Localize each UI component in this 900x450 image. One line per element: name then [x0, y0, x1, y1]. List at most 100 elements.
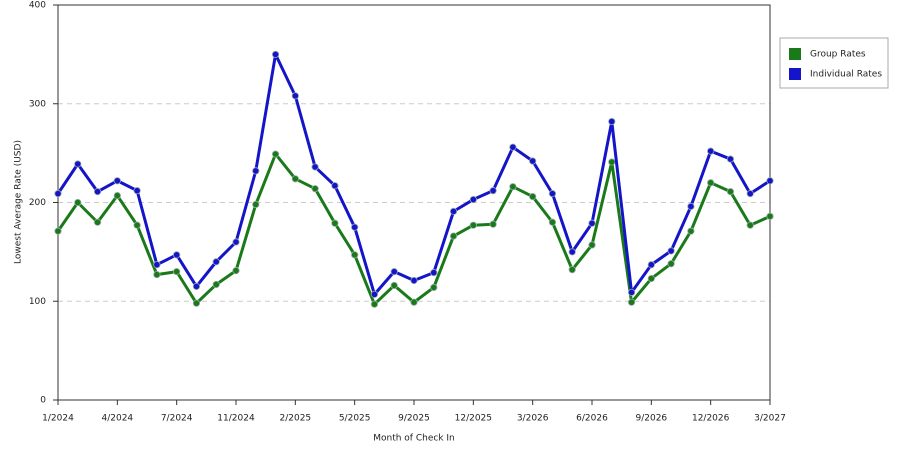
point	[548, 218, 557, 226]
point	[608, 117, 616, 126]
point	[489, 187, 497, 195]
point	[647, 261, 655, 269]
point	[54, 190, 62, 198]
point	[331, 182, 339, 190]
point	[509, 143, 517, 151]
point	[469, 195, 477, 204]
y-tick-label: 300	[29, 99, 46, 109]
point	[74, 198, 82, 207]
x-tick-label: 1/2024	[42, 414, 74, 424]
point	[627, 288, 636, 296]
point	[93, 218, 102, 226]
y-tick-label: 400	[29, 1, 46, 11]
point	[766, 177, 774, 185]
point	[430, 269, 438, 277]
point	[667, 260, 675, 268]
point	[54, 227, 62, 235]
point	[252, 200, 260, 209]
point	[173, 251, 181, 259]
point	[667, 247, 675, 255]
point	[351, 223, 359, 231]
y-tick-label: 100	[29, 297, 46, 307]
point	[726, 188, 735, 196]
point	[548, 190, 557, 198]
point	[133, 221, 141, 229]
y-tick-label: 200	[29, 198, 46, 208]
point	[153, 261, 161, 269]
point	[370, 300, 379, 308]
point	[192, 282, 201, 291]
point	[291, 92, 299, 100]
point	[509, 183, 517, 191]
legend-label: Group Rates	[810, 50, 866, 60]
legend-label: Individual Rates	[810, 70, 882, 80]
point	[370, 290, 379, 298]
point	[173, 268, 181, 276]
point	[746, 221, 754, 229]
point	[93, 188, 102, 196]
point	[271, 50, 280, 58]
x-tick-label: 9/2026	[635, 414, 667, 424]
point	[529, 157, 537, 165]
point	[766, 212, 774, 220]
point	[647, 274, 655, 283]
point	[232, 267, 240, 275]
x-tick-label: 5/2025	[339, 414, 371, 424]
point	[351, 251, 359, 259]
point	[449, 207, 458, 215]
legend-box	[779, 37, 889, 89]
point	[133, 187, 141, 195]
point	[489, 220, 497, 228]
point	[588, 219, 596, 227]
point	[390, 268, 398, 276]
point	[726, 155, 735, 163]
point	[331, 219, 339, 227]
x-axis-label: Month of Check In	[373, 434, 455, 444]
x-tick-label: 11/2024	[217, 414, 255, 424]
point	[608, 158, 616, 166]
series-line	[56, 52, 771, 296]
point	[588, 241, 596, 249]
point	[707, 179, 715, 187]
point	[232, 238, 240, 246]
point	[687, 202, 695, 211]
x-tick-label: 6/2026	[576, 414, 608, 424]
y-axis-label: Lowest Average Rate (USD)	[14, 140, 24, 264]
legend-swatch	[789, 48, 801, 60]
point	[113, 191, 121, 200]
x-tick-label: 9/2025	[398, 414, 430, 424]
point	[529, 192, 537, 201]
point	[687, 227, 695, 235]
point	[568, 248, 576, 256]
y-tick-label: 0	[40, 396, 46, 406]
point	[113, 177, 121, 185]
point	[212, 258, 220, 266]
legend-swatch	[789, 68, 801, 80]
x-tick-label: 12/2025	[455, 414, 492, 424]
point	[746, 190, 754, 198]
point	[430, 283, 438, 292]
point	[311, 163, 319, 171]
x-tick-label: 2/2025	[279, 414, 311, 424]
x-tick-label: 3/2026	[517, 414, 549, 424]
point	[627, 298, 636, 306]
point	[212, 280, 220, 289]
point	[390, 281, 398, 290]
point	[291, 175, 299, 183]
x-tick-label: 12/2026	[692, 414, 730, 424]
point	[469, 221, 477, 229]
point	[311, 185, 319, 193]
point	[271, 150, 280, 158]
point	[568, 266, 576, 274]
point	[192, 299, 201, 307]
point	[410, 276, 418, 285]
point	[707, 147, 715, 155]
point	[449, 232, 458, 240]
point	[410, 298, 418, 306]
x-tick-label: 3/2027	[754, 414, 786, 424]
point	[74, 160, 82, 168]
x-tick-label: 7/2024	[161, 414, 193, 424]
x-tick-label: 4/2024	[101, 414, 133, 424]
